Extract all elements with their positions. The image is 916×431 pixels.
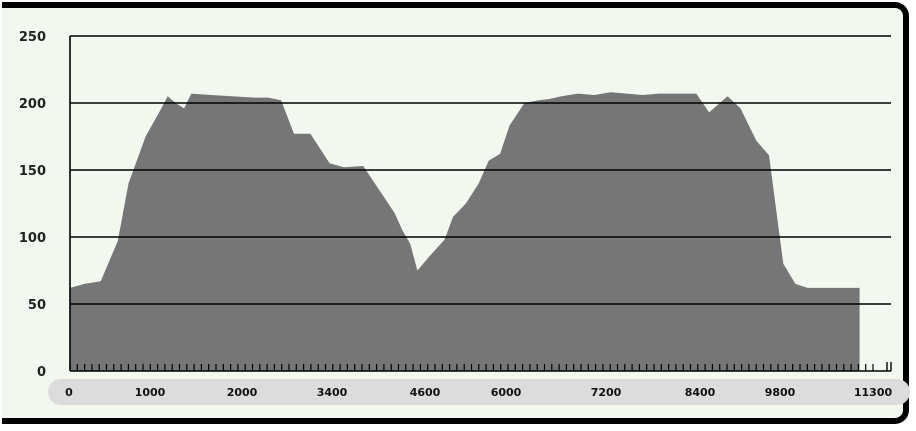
x-tick-label: 6000 bbox=[491, 386, 522, 399]
y-tick-label: 250 bbox=[19, 30, 46, 45]
x-tick-label: 0 bbox=[65, 386, 73, 399]
x-tick-label: 9800 bbox=[765, 386, 796, 399]
y-tick-label: 200 bbox=[19, 97, 46, 112]
y-tick-label: 50 bbox=[28, 298, 46, 313]
x-tick-label: 1000 bbox=[135, 386, 166, 399]
x-tick-label: 11300 bbox=[854, 386, 893, 399]
x-tick-label: 8400 bbox=[685, 386, 716, 399]
y-tick-label: 150 bbox=[19, 164, 46, 179]
y-tick-label: 0 bbox=[37, 365, 46, 380]
x-tick-label: 3400 bbox=[317, 386, 348, 399]
x-axis-band bbox=[48, 379, 910, 405]
x-tick-label: 7200 bbox=[591, 386, 622, 399]
area-series bbox=[70, 92, 860, 372]
y-tick-label: 100 bbox=[19, 231, 46, 246]
x-tick-label: 4600 bbox=[410, 386, 441, 399]
x-tick-label: 2000 bbox=[227, 386, 258, 399]
